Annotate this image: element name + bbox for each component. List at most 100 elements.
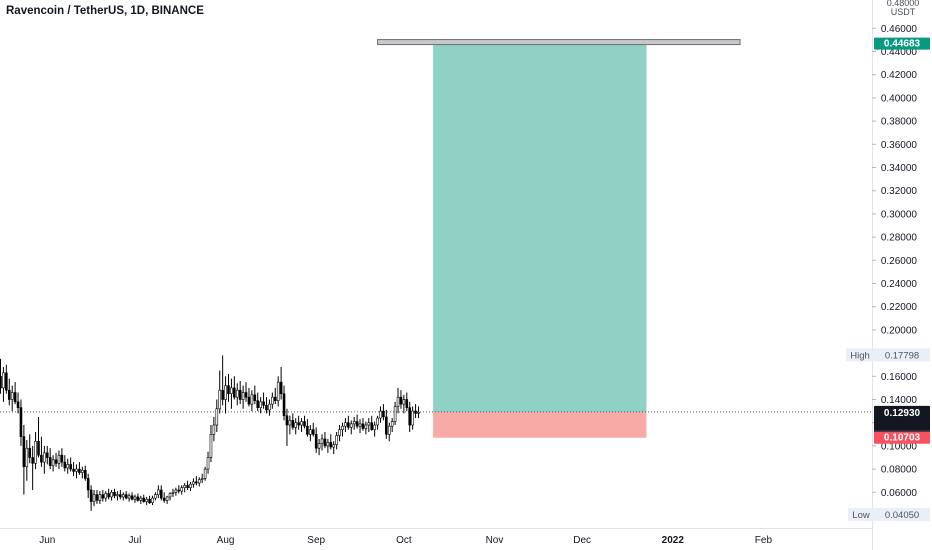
price-tick-label: 0.20000 [881, 325, 918, 336]
candle-up [411, 410, 414, 426]
price-tick-label: 0.30000 [881, 209, 918, 220]
candle-down [282, 393, 286, 417]
candle-up [192, 481, 195, 485]
candle-up [206, 457, 210, 470]
candles-layer [0, 355, 420, 511]
candle-up [218, 389, 222, 410]
candle-down [40, 454, 43, 463]
candle-down [107, 493, 110, 498]
candle-up [241, 392, 245, 400]
high-value-bg [874, 348, 930, 362]
candle-up [180, 487, 184, 492]
candle-down [7, 389, 11, 400]
candle-down [101, 494, 105, 499]
time-tick-label: Nov [486, 535, 504, 546]
symbol-title[interactable]: Ravencoin / TetherUS, 1D, BINANCE [6, 5, 204, 17]
candle-up [288, 420, 292, 426]
time-tick-label: Jun [39, 535, 55, 546]
candle-up [352, 421, 356, 425]
candle-down [382, 410, 385, 418]
long-position-tool[interactable] [0, 39, 872, 438]
candle-up [200, 478, 204, 480]
candle-down [262, 401, 265, 406]
candle-down [13, 392, 17, 403]
candle-up [344, 422, 347, 427]
candle-up [230, 387, 233, 394]
profit-zone [433, 43, 647, 413]
candle-up [66, 464, 70, 469]
candle-up [127, 495, 131, 499]
candle-down [60, 454, 64, 463]
high-value: 0.17798 [885, 350, 919, 361]
low-value-bg [874, 507, 930, 521]
candle-up [317, 443, 321, 449]
price-tick-label: 0.36000 [881, 140, 918, 151]
candle-down [45, 452, 49, 458]
time-axis[interactable]: Jun Jul Aug Sep Oct Nov Dec 2022 Feb [0, 528, 872, 547]
candle-down [195, 481, 198, 484]
price-tick-label: 0.32000 [881, 186, 918, 197]
candle-up [154, 494, 157, 499]
price-tick-label: 0.40000 [881, 93, 918, 104]
candle-down [256, 400, 260, 408]
candle-up [51, 459, 55, 466]
candle-down [244, 392, 248, 398]
candle-down [95, 494, 99, 501]
candle-down [399, 396, 403, 405]
candle-down [19, 407, 23, 437]
candle-down [186, 485, 189, 488]
candle-up [203, 468, 207, 479]
candle-up [116, 494, 119, 497]
candle-up [121, 494, 125, 498]
time-tick-label: Sep [307, 535, 325, 546]
candle-down [414, 410, 417, 414]
candle-down [253, 394, 257, 401]
candle-up [133, 496, 137, 500]
candle-down [238, 389, 242, 400]
candle-up [34, 440, 37, 464]
candle-up [104, 493, 108, 499]
candle-up [2, 372, 5, 389]
candle-down [273, 396, 277, 401]
candle-up [417, 411, 420, 414]
target-line-handle [377, 39, 741, 46]
candle-up [373, 424, 376, 430]
candle-up [396, 396, 400, 407]
candle-down [48, 457, 52, 466]
candle-up [341, 425, 344, 430]
candle-down [355, 421, 359, 427]
candle-down [361, 423, 365, 429]
candle-up [43, 452, 46, 463]
price-axis[interactable]: 0.040000.060000.080000.100000.120000.140… [872, 0, 917, 550]
candle-up [171, 491, 175, 494]
candle-down [0, 375, 2, 389]
candle-down [385, 416, 388, 435]
candle-down [221, 389, 224, 400]
candle-up [174, 489, 178, 493]
candle-down [291, 420, 295, 428]
candle-down [311, 429, 315, 435]
candle-up [294, 422, 298, 428]
candle-down [329, 442, 333, 448]
candle-up [338, 429, 341, 436]
candle-up [92, 494, 96, 502]
candle-down [5, 372, 8, 391]
candle-up [165, 496, 169, 501]
candle-down [69, 464, 72, 470]
candle-down [16, 401, 20, 408]
candle-up [110, 491, 113, 498]
price-tags-layer: 0.446830.1293015:08:570.129190.10703High… [846, 37, 930, 521]
candle-down [314, 433, 318, 449]
candle-down [83, 469, 87, 479]
price-tick-label: 0.14000 [881, 395, 918, 406]
price-tick-label: 0.26000 [881, 256, 918, 267]
candle-up [145, 498, 148, 502]
candle-up [402, 399, 406, 405]
candle-down [37, 440, 40, 456]
price-tick-label: 0.38000 [881, 117, 918, 128]
current-price-tag: 0.12930 [884, 408, 921, 419]
candle-up [81, 469, 84, 473]
candle-down [233, 387, 236, 398]
